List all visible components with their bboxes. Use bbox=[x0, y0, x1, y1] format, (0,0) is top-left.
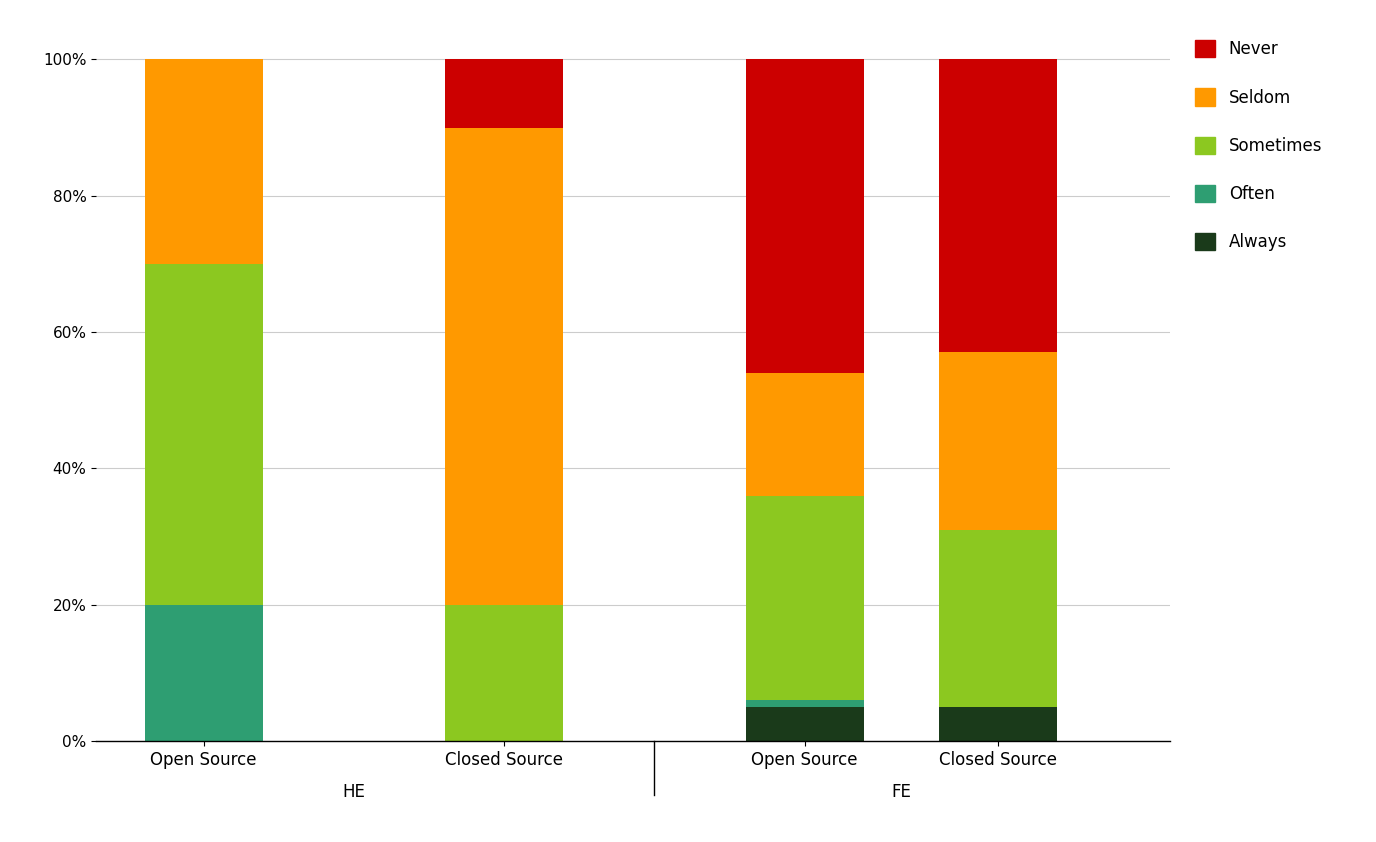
Bar bbox=[746, 59, 864, 373]
Bar bbox=[144, 264, 263, 605]
Bar bbox=[446, 59, 563, 127]
Bar bbox=[446, 127, 563, 605]
Text: HE: HE bbox=[343, 782, 366, 801]
Bar bbox=[746, 496, 864, 700]
Bar bbox=[144, 59, 263, 264]
Legend: Never, Seldom, Sometimes, Often, Always: Never, Seldom, Sometimes, Often, Always bbox=[1189, 34, 1329, 258]
Bar bbox=[746, 373, 864, 496]
Bar bbox=[144, 605, 263, 741]
Bar bbox=[938, 59, 1057, 353]
Bar bbox=[746, 707, 864, 741]
Bar bbox=[746, 700, 864, 707]
Bar bbox=[446, 605, 563, 741]
Bar bbox=[938, 530, 1057, 707]
Text: FE: FE bbox=[892, 782, 911, 801]
Bar bbox=[938, 707, 1057, 741]
Bar bbox=[938, 353, 1057, 530]
